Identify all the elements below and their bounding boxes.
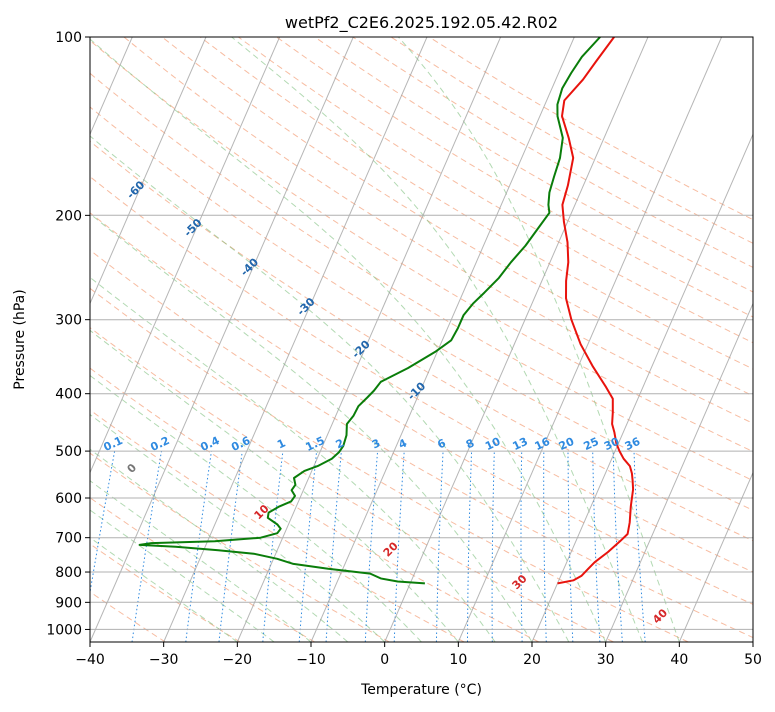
chart-title: wetPf2_C2E6.2025.192.05.42.R02: [285, 13, 558, 33]
y-tick-label: 400: [55, 387, 82, 403]
x-tick-label: −10: [296, 652, 326, 668]
x-tick-label: −40: [75, 652, 105, 668]
y-tick-label: 100: [55, 30, 82, 46]
y-tick-label: 1000: [46, 622, 82, 638]
y-tick-label: 300: [55, 313, 82, 329]
y-tick-label: 700: [55, 531, 82, 547]
y-tick-label: 800: [55, 565, 82, 581]
x-tick-label: −30: [149, 652, 179, 668]
x-tick-label: 40: [670, 652, 688, 668]
x-tick-label: −20: [223, 652, 253, 668]
x-tick-label: 0: [380, 652, 389, 668]
y-tick-label: 200: [55, 208, 82, 224]
y-tick-label: 600: [55, 491, 82, 507]
y-tick-label: 500: [55, 444, 82, 460]
x-tick-label: 10: [449, 652, 467, 668]
x-tick-label: 20: [523, 652, 541, 668]
y-axis-label: Pressure (hPa): [12, 289, 28, 389]
x-axis-label: Temperature (°C): [360, 682, 482, 698]
x-tick-label: 50: [744, 652, 762, 668]
x-tick-label: 30: [597, 652, 615, 668]
y-tick-label: 900: [55, 595, 82, 611]
